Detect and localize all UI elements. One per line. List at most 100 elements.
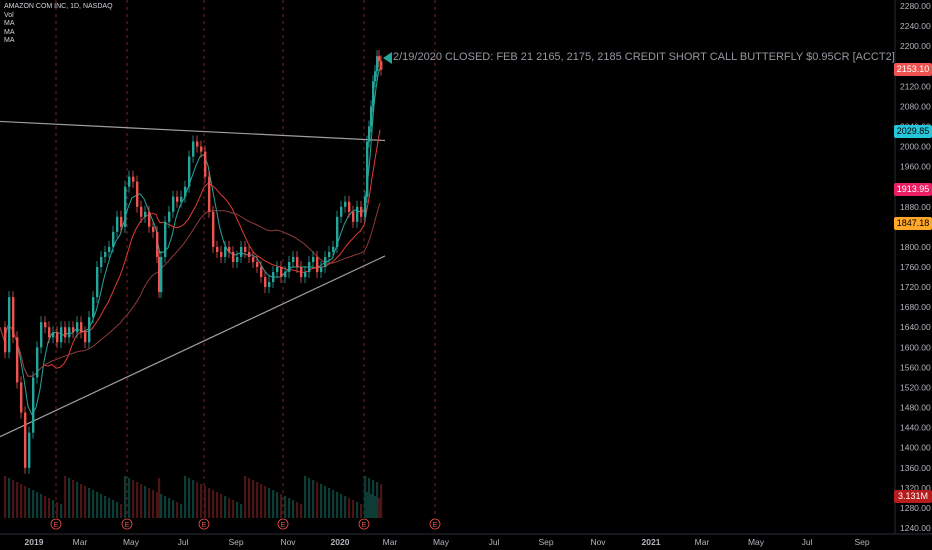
candle-body xyxy=(374,71,377,82)
candle-body xyxy=(28,432,31,468)
y-tick-label-17: 1600.00 xyxy=(900,342,931,352)
y-tick-label-13: 1760.00 xyxy=(900,262,931,272)
volume-bar xyxy=(196,482,199,518)
y-tick-label-18: 1560.00 xyxy=(900,362,931,372)
volume-bar xyxy=(332,490,335,518)
y-tick-label-10: 1880.00 xyxy=(900,202,931,212)
candle-body xyxy=(366,141,369,197)
price-badge-4: 3.131M xyxy=(894,490,932,504)
candle-body xyxy=(120,216,123,227)
volume-bar xyxy=(116,502,119,518)
volume-bar xyxy=(224,496,227,518)
x-tick-label-15: Jul xyxy=(802,537,813,547)
volume-bar xyxy=(256,482,259,518)
volume-bar xyxy=(368,478,371,518)
volume-bar xyxy=(100,494,103,518)
volume-bar xyxy=(104,496,107,518)
x-tick-label-1: Mar xyxy=(73,537,88,547)
volume-bar xyxy=(220,494,223,518)
candle-body xyxy=(124,186,127,227)
candle-body xyxy=(112,231,115,247)
candle-body xyxy=(160,256,163,293)
candle-body xyxy=(360,206,363,217)
volume-bar xyxy=(364,476,367,518)
chart-legend: AMAZON COM INC, 1D, NASDAQ Vol MA MA MA xyxy=(4,3,113,46)
candle-body xyxy=(340,206,343,217)
earnings-marker-0 xyxy=(50,518,62,530)
candle-body xyxy=(88,317,91,343)
candle-body xyxy=(292,256,295,262)
candle-body xyxy=(324,256,327,267)
candle-body xyxy=(148,211,151,227)
candle-body xyxy=(32,377,35,433)
candle-body xyxy=(152,226,155,232)
volume-bar xyxy=(120,504,123,518)
volume-bar xyxy=(252,480,255,518)
volume-bar xyxy=(284,496,287,518)
candle-body xyxy=(378,56,381,62)
volume-bar xyxy=(56,502,59,518)
candle-body xyxy=(376,56,379,72)
earnings-label-3: E xyxy=(281,522,286,529)
candle-body xyxy=(156,231,159,257)
volume-bar xyxy=(80,484,83,518)
candle-body xyxy=(336,216,339,247)
earnings-marker-4 xyxy=(358,518,370,530)
y-tick-label-24: 1320.00 xyxy=(900,483,931,493)
candle-body xyxy=(40,322,43,348)
trendline-1 xyxy=(0,255,386,438)
candle-body xyxy=(212,211,215,247)
x-tick-label-14: May xyxy=(748,537,765,547)
candle-body xyxy=(172,196,175,212)
candle-body xyxy=(288,261,291,273)
candle-body xyxy=(72,327,75,333)
x-tick-label-16: Sep xyxy=(854,537,869,547)
x-tick-label-0: 2019 xyxy=(25,537,44,547)
price-badge-1: 2029.85 xyxy=(894,125,932,139)
volume-bar xyxy=(160,494,163,518)
candle-body xyxy=(144,211,147,217)
y-tick-label-20: 1480.00 xyxy=(900,403,931,413)
candle-body xyxy=(260,267,263,278)
volume-bar xyxy=(378,498,381,518)
candle-body xyxy=(296,256,299,267)
volume-bar xyxy=(20,484,23,518)
volume-bar xyxy=(76,482,79,518)
candle-body xyxy=(92,297,95,318)
volume-bar xyxy=(240,504,243,518)
earnings-marker-3 xyxy=(277,518,289,530)
volume-bar xyxy=(328,488,331,518)
candle-body xyxy=(44,322,47,328)
trade-annotation[interactable]: 2/19/2020 CLOSED: FEB 21 2165, 2175, 218… xyxy=(393,51,895,63)
volume-bar xyxy=(300,504,303,518)
y-tick-label-5: 2080.00 xyxy=(900,101,931,111)
volume-bar xyxy=(272,490,275,518)
volume-bar xyxy=(374,496,377,518)
volume-bar xyxy=(164,496,167,518)
candle-body xyxy=(348,201,351,212)
volume-bar xyxy=(144,486,147,518)
y-tick-label-21: 1440.00 xyxy=(900,423,931,433)
price-badge-2: 1913.95 xyxy=(894,183,932,197)
candle-body xyxy=(4,327,7,353)
volume-bar xyxy=(212,490,215,518)
candle-body xyxy=(372,81,375,107)
volume-bar xyxy=(370,494,373,518)
candle-body xyxy=(204,151,207,177)
y-tick-label-7: 2000.00 xyxy=(900,142,931,152)
indicator-ma-3: MA xyxy=(4,37,15,44)
candle-body xyxy=(104,251,107,257)
candle-body xyxy=(180,196,183,202)
volume-bar xyxy=(280,494,283,518)
candle-body xyxy=(268,282,271,288)
candle-body xyxy=(68,327,71,338)
x-tick-label-8: May xyxy=(433,537,450,547)
candle-body xyxy=(228,246,231,252)
candle-body xyxy=(158,256,161,293)
y-tick-label-1: 2240.00 xyxy=(900,21,931,31)
earnings-label-1: E xyxy=(125,522,130,529)
x-tick-label-2: May xyxy=(123,537,140,547)
candle-body xyxy=(352,211,355,222)
candle-body xyxy=(344,201,347,207)
